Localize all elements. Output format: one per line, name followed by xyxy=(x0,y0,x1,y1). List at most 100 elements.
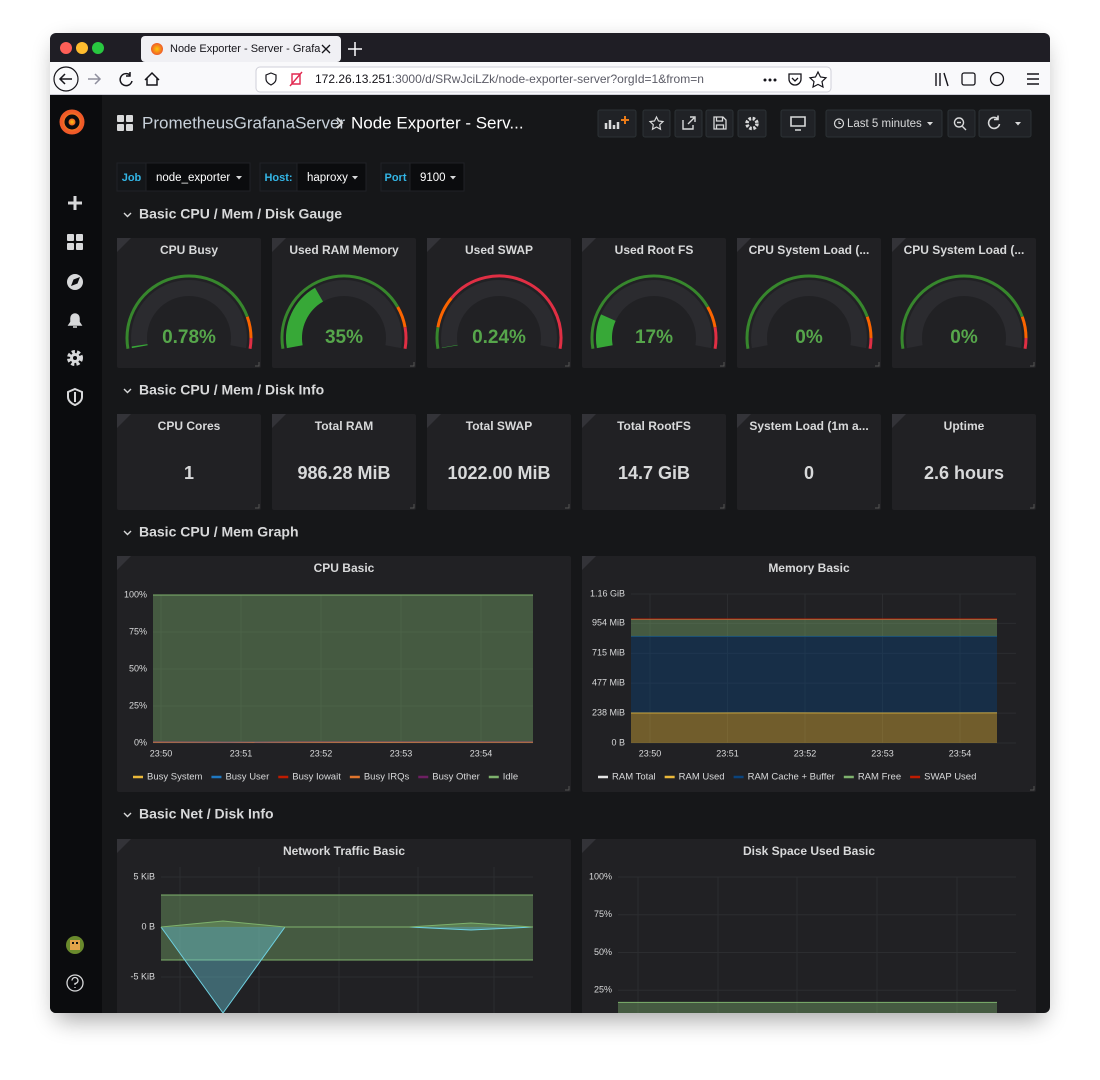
stat-value: 986.28 MiB xyxy=(297,463,390,483)
account-button[interactable] xyxy=(989,71,1005,87)
row-title[interactable]: Basic CPU / Mem / Disk Gauge xyxy=(139,206,342,222)
gauge-track xyxy=(441,280,557,349)
user-avatar[interactable] xyxy=(66,936,84,954)
panel xyxy=(427,238,571,368)
gauge-track xyxy=(751,280,867,349)
url-fade xyxy=(730,68,760,91)
row-collapse-icon[interactable] xyxy=(123,388,132,394)
dashboards-icon[interactable] xyxy=(67,234,83,250)
panel-resize-handle xyxy=(1030,504,1035,509)
variable-select[interactable] xyxy=(145,162,251,192)
row-collapse-icon[interactable] xyxy=(123,812,132,818)
new-tab-button[interactable] xyxy=(348,42,362,56)
time-picker[interactable] xyxy=(825,109,943,138)
home-button[interactable] xyxy=(144,71,160,86)
gauge-threshold-arc xyxy=(900,274,1024,350)
alerting-icon[interactable] xyxy=(67,313,83,328)
row-title[interactable]: Basic CPU / Mem / Disk Info xyxy=(139,382,324,398)
panel-resize-handle xyxy=(720,504,725,509)
legend-label[interactable]: Busy System xyxy=(147,772,203,783)
tracking-shield[interactable] xyxy=(265,72,277,86)
clock-icon xyxy=(833,118,845,129)
dashboard-title[interactable]: Node Exporter - Serv... xyxy=(351,113,524,132)
gauge-threshold-arc xyxy=(590,274,709,350)
legend-label[interactable]: RAM Cache + Buffer xyxy=(748,772,835,783)
panel-title: Total SWAP xyxy=(466,419,532,433)
back-arrow xyxy=(58,73,72,85)
row-collapse-icon[interactable] xyxy=(123,212,132,218)
gauge-threshold-arc xyxy=(435,326,440,350)
legend-label[interactable]: Busy IRQs xyxy=(364,772,410,783)
y-tick-label: 100% xyxy=(589,871,612,881)
stat-value: 1022.00 MiB xyxy=(447,463,550,483)
active-tab[interactable]: Node Exporter - Server - Grafa xyxy=(141,36,341,62)
save-button[interactable] xyxy=(705,109,734,138)
panel-title: Used RAM Memory xyxy=(289,243,399,257)
tv-mode-button[interactable] xyxy=(780,109,816,138)
configuration-icon[interactable] xyxy=(67,350,83,366)
sidebar-button[interactable] xyxy=(961,72,976,86)
panel xyxy=(272,238,416,368)
panel-resize-handle xyxy=(410,504,415,509)
legend-label[interactable]: RAM Used xyxy=(679,772,725,783)
panel-title: Uptime xyxy=(944,419,985,433)
refresh-button[interactable] xyxy=(978,109,1032,138)
legend-label[interactable]: Idle xyxy=(503,772,518,783)
bookmark-star[interactable] xyxy=(808,70,828,89)
url-host: 172.26.13.251 xyxy=(315,72,392,86)
legend-label[interactable]: SWAP Used xyxy=(924,772,976,783)
time-picker-caret xyxy=(927,122,933,126)
forward-button[interactable] xyxy=(88,73,102,85)
legend-label[interactable]: Busy User xyxy=(225,772,269,783)
panel-info-corner xyxy=(582,556,596,570)
row-title[interactable]: Basic CPU / Mem Graph xyxy=(139,524,299,540)
server-admin-icon[interactable] xyxy=(67,387,83,407)
legend-label[interactable]: RAM Total xyxy=(612,772,656,783)
dashboard: Job node_exporter Host: haproxy Port 9100 Basi… xyxy=(116,162,1036,1013)
url-field[interactable] xyxy=(255,66,832,93)
menu-button[interactable] xyxy=(1027,73,1039,85)
panel-info-corner xyxy=(582,238,596,252)
gauge-value: 35% xyxy=(325,327,363,348)
row-title[interactable]: Basic Net / Disk Info xyxy=(139,806,274,822)
series-area xyxy=(631,619,997,637)
settings-button[interactable] xyxy=(737,109,767,138)
y-tick-label: 5 KiB xyxy=(133,871,155,881)
gauge-threshold-arc xyxy=(436,297,453,328)
explore-icon[interactable] xyxy=(67,274,83,290)
breadcrumb-folder[interactable]: PrometheusGrafanaServer xyxy=(142,113,345,132)
save-icon xyxy=(713,116,727,130)
row-collapse-icon[interactable] xyxy=(123,530,132,536)
add-panel-icon xyxy=(604,120,620,129)
page-actions[interactable] xyxy=(763,78,777,82)
zoom-button[interactable] xyxy=(92,42,104,54)
create-icon[interactable] xyxy=(68,196,82,210)
x-tick-label: 23:54 xyxy=(470,748,493,758)
grafana-logo[interactable] xyxy=(59,109,85,135)
zoom-out-button[interactable] xyxy=(947,109,976,138)
gauge-threshold-arc xyxy=(745,274,869,350)
reload-button[interactable] xyxy=(119,72,133,87)
variable-label: Job xyxy=(122,172,142,184)
close-button[interactable] xyxy=(60,42,72,54)
y-tick-label: 50% xyxy=(129,663,147,673)
library-button[interactable] xyxy=(935,72,949,87)
series-line xyxy=(160,920,534,928)
panel-resize-handle xyxy=(875,504,880,509)
y-tick-label: 715 MiB xyxy=(592,648,625,658)
refresh-interval-caret[interactable] xyxy=(1015,122,1021,126)
minimize-button[interactable] xyxy=(76,42,88,54)
insecure-lock[interactable] xyxy=(289,71,303,87)
help-icon[interactable] xyxy=(66,974,84,992)
pocket-button[interactable] xyxy=(788,73,802,86)
star-button[interactable] xyxy=(642,109,671,138)
panel-title: Used Root FS xyxy=(615,243,694,257)
legend-label[interactable]: Busy Other xyxy=(432,772,480,783)
variable-label: Port xyxy=(385,172,407,184)
panel-info-corner xyxy=(582,414,596,428)
back-button[interactable] xyxy=(53,66,79,92)
legend-label[interactable]: RAM Free xyxy=(858,772,901,783)
tab-close[interactable] xyxy=(321,44,331,54)
legend-label[interactable]: Busy Iowait xyxy=(292,772,341,783)
